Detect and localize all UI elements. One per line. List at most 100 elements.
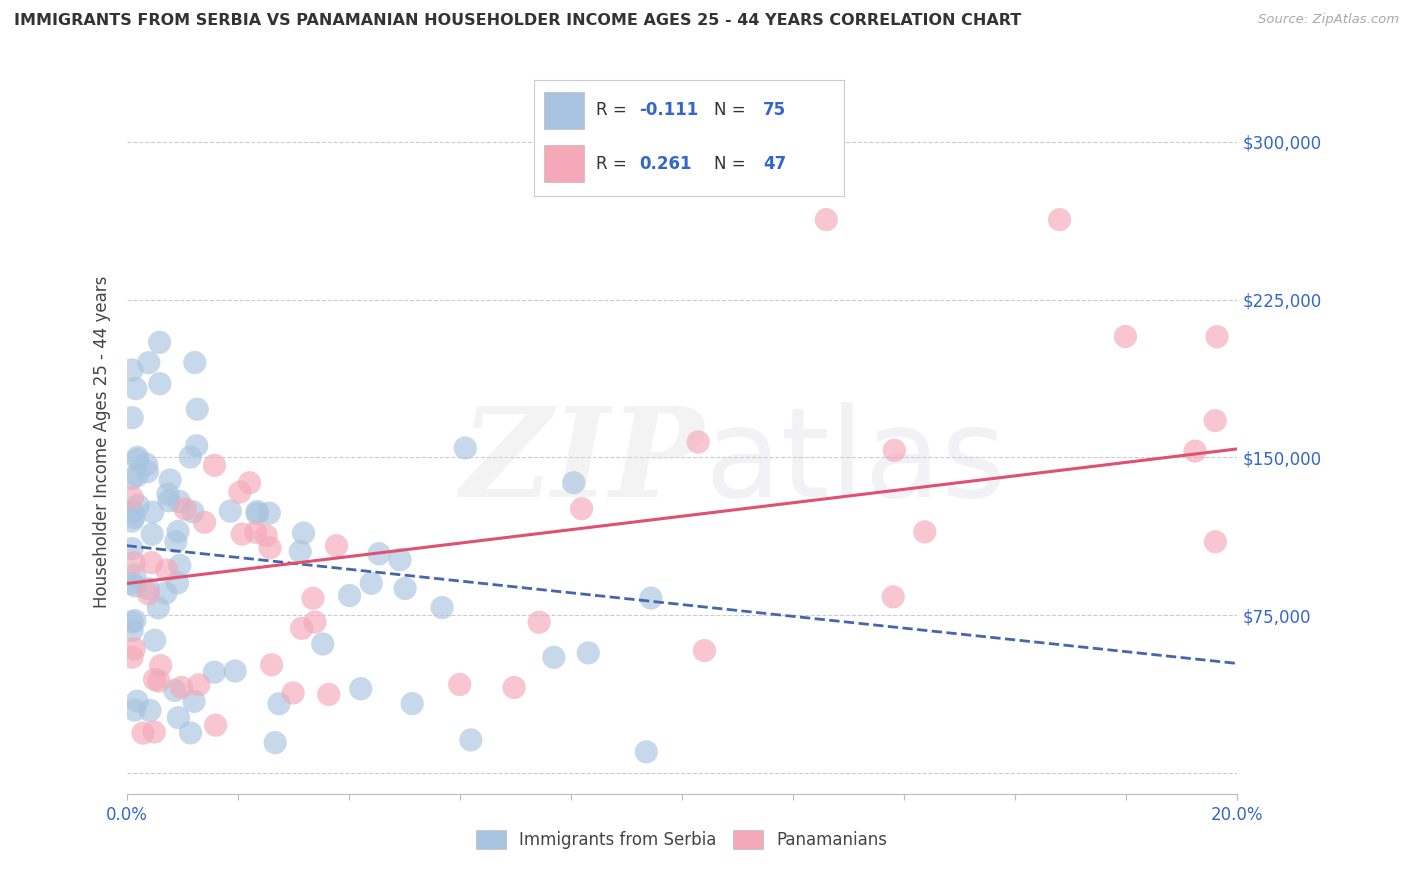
Point xyxy=(149,376,172,391)
Point xyxy=(290,544,312,558)
Point xyxy=(636,745,658,759)
Point xyxy=(148,600,170,615)
Point xyxy=(156,487,179,501)
Point xyxy=(139,703,162,717)
Point xyxy=(259,541,281,555)
Point xyxy=(1204,534,1226,549)
Point xyxy=(132,726,155,740)
Point xyxy=(339,589,361,603)
Point xyxy=(124,568,146,582)
Y-axis label: Householder Income Ages 25 - 44 years: Householder Income Ages 25 - 44 years xyxy=(93,276,111,607)
Legend: Immigrants from Serbia, Panamanians: Immigrants from Serbia, Panamanians xyxy=(470,823,894,856)
Point xyxy=(125,468,148,483)
Point xyxy=(127,498,149,512)
Point xyxy=(576,646,599,660)
Point xyxy=(127,452,149,467)
Point xyxy=(155,586,177,600)
Point xyxy=(389,553,412,567)
Point xyxy=(122,556,145,570)
Point xyxy=(291,621,314,635)
Point xyxy=(254,528,277,542)
Point xyxy=(368,547,391,561)
Point xyxy=(1049,212,1071,227)
Point xyxy=(1114,329,1136,343)
Point xyxy=(166,576,188,591)
Text: R =: R = xyxy=(596,155,633,173)
Point xyxy=(179,450,201,464)
Point xyxy=(640,591,662,606)
Point xyxy=(360,576,382,591)
Point xyxy=(141,556,163,570)
Point xyxy=(184,355,207,369)
Point xyxy=(325,539,347,553)
Point xyxy=(121,491,143,505)
Point xyxy=(163,683,186,698)
Point xyxy=(148,335,170,350)
Point xyxy=(165,534,187,549)
Point xyxy=(121,363,143,377)
Point xyxy=(883,443,905,458)
Point xyxy=(121,514,143,528)
Point xyxy=(815,212,838,227)
Point xyxy=(503,681,526,695)
Point xyxy=(562,475,585,490)
Point xyxy=(121,541,143,556)
Point xyxy=(693,643,716,657)
Bar xyxy=(544,92,583,129)
Point xyxy=(281,686,304,700)
Text: 47: 47 xyxy=(763,155,786,173)
Text: 75: 75 xyxy=(763,102,786,120)
Point xyxy=(169,558,191,573)
Text: ZIP: ZIP xyxy=(460,402,704,524)
Point xyxy=(143,633,166,648)
Point xyxy=(124,579,146,593)
Point xyxy=(245,525,267,540)
Point xyxy=(141,527,163,541)
Point xyxy=(449,677,471,691)
Text: N =: N = xyxy=(714,155,751,173)
Point xyxy=(135,458,157,472)
Point xyxy=(1184,444,1206,458)
Text: N =: N = xyxy=(714,102,751,120)
Point xyxy=(121,576,143,591)
Point xyxy=(350,681,373,696)
Point xyxy=(688,435,710,450)
Point xyxy=(229,485,252,500)
Point xyxy=(143,725,166,739)
Point xyxy=(529,615,551,630)
Point xyxy=(231,527,253,541)
Point xyxy=(121,410,143,425)
Point xyxy=(127,450,149,465)
Point xyxy=(121,505,143,519)
Point xyxy=(187,678,209,692)
Point xyxy=(181,505,204,519)
Point xyxy=(460,732,482,747)
Point xyxy=(186,402,208,417)
Point xyxy=(454,441,477,455)
Point xyxy=(142,505,165,519)
Point xyxy=(312,637,335,651)
Point xyxy=(394,582,416,596)
Point xyxy=(124,614,146,628)
Point xyxy=(174,502,197,516)
Point xyxy=(148,674,170,689)
Point xyxy=(124,703,146,717)
Text: R =: R = xyxy=(596,102,633,120)
Point xyxy=(260,657,283,672)
Point xyxy=(318,687,340,701)
Point xyxy=(121,471,143,485)
Text: Source: ZipAtlas.com: Source: ZipAtlas.com xyxy=(1258,13,1399,27)
Point xyxy=(167,711,190,725)
Point xyxy=(136,465,159,479)
Bar xyxy=(544,145,583,182)
Point xyxy=(302,591,325,606)
Text: -0.111: -0.111 xyxy=(640,102,699,120)
Point xyxy=(224,664,246,678)
Point xyxy=(121,615,143,629)
Text: 0.261: 0.261 xyxy=(640,155,692,173)
Point xyxy=(136,587,159,601)
Text: atlas: atlas xyxy=(704,402,1007,524)
Point xyxy=(882,590,904,604)
Point xyxy=(430,600,453,615)
Point xyxy=(122,510,145,524)
